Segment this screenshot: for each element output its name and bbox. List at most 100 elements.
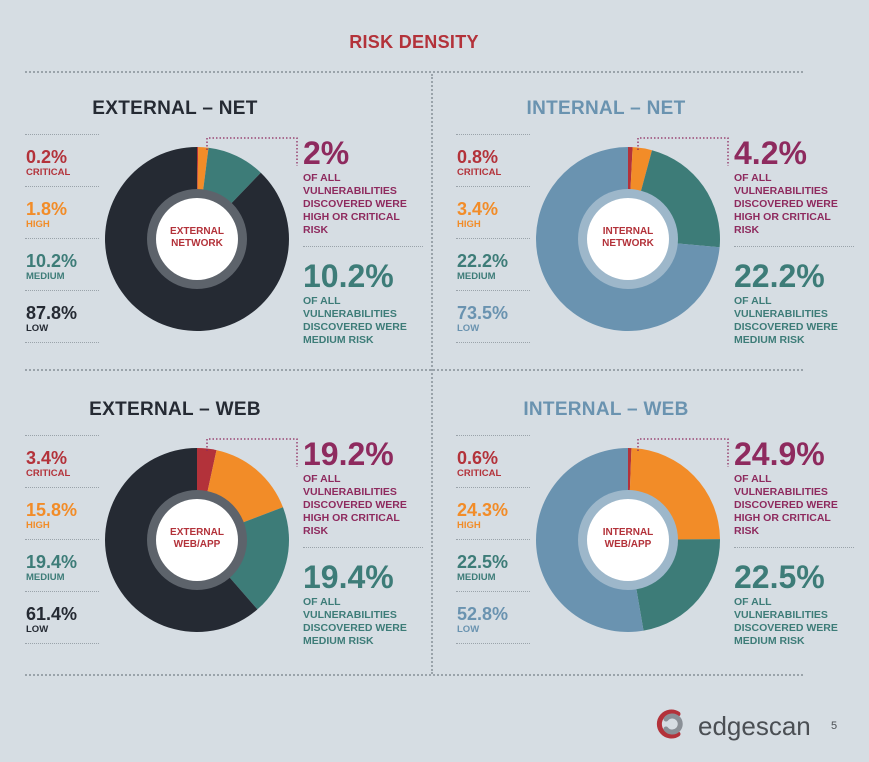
center-label-line: INTERNAL <box>602 226 654 237</box>
chart-legend: 0.6% CRITICAL 24.3% HIGH 22.5% MEDIUM 52.8% LOW <box>456 435 530 644</box>
legend-label: LOW <box>26 624 49 635</box>
high-critical-percent: 24.9% <box>734 436 825 472</box>
legend-value: 22.2% <box>457 251 509 271</box>
chart-panel: INTERNAL – WEB 0.6% CRITICAL 24.3% HIGH 22.5%… <box>456 399 861 669</box>
chart-title: INTERNAL – WEB <box>523 399 689 420</box>
high-critical-percent: 4.2% <box>734 135 807 171</box>
leader-line <box>206 137 298 166</box>
chart-title: EXTERNAL – WEB <box>89 399 261 420</box>
legend-value: 3.4% <box>457 199 499 219</box>
risk-stats: 2% OF ALL VULNERABILITIES DISCOVERED WERE… <box>303 135 423 346</box>
legend-value: 24.3% <box>457 500 509 520</box>
brand-name: edgescan <box>698 710 811 741</box>
medium-block: 22.2% OF ALL VULNERABILITIES DISCOVERED W… <box>734 246 854 347</box>
legend-value: 0.6% <box>457 448 499 468</box>
leader-line <box>637 137 729 166</box>
donut-chart <box>535 448 720 632</box>
edgescan-logo-icon <box>654 706 690 747</box>
center-label-line: EXTERNAL <box>170 527 224 538</box>
donut-chart <box>536 147 720 331</box>
legend-item: 61.4% LOW <box>25 591 99 644</box>
medium-block: 22.5% OF ALL VULNERABILITIES DISCOVERED W… <box>734 547 854 648</box>
medium-percent: 10.2% <box>303 258 394 294</box>
donut-hole <box>587 499 669 581</box>
legend-item: 19.4% MEDIUM <box>25 539 99 591</box>
chart-panel: EXTERNAL – WEB 3.4% CRITICAL 15.8% HIGH 19.4%… <box>25 399 430 669</box>
legend-value: 0.2% <box>26 147 68 167</box>
leader-line <box>206 438 298 467</box>
medium-percent: 19.4% <box>303 559 394 595</box>
legend-item: 10.2% MEDIUM <box>25 238 99 290</box>
center-label-line: EXTERNAL <box>170 226 224 237</box>
divider-middle <box>25 369 803 371</box>
medium-percent: 22.5% <box>734 559 825 595</box>
legend-label: MEDIUM <box>26 572 65 583</box>
page-number: 5 <box>831 720 838 732</box>
legend-label: CRITICAL <box>457 167 502 178</box>
donut-center-label: INTERNAL NETWORK <box>588 226 668 250</box>
legend-item: 22.5% MEDIUM <box>456 539 530 591</box>
legend-item: 0.6% CRITICAL <box>456 435 530 487</box>
legend-value: 19.4% <box>26 552 78 572</box>
legend-label: CRITICAL <box>26 167 71 178</box>
legend-item: 73.5% LOW <box>456 290 530 343</box>
legend-value: 3.4% <box>26 448 68 468</box>
leader-line-path <box>637 137 729 166</box>
legend-value: 87.8% <box>26 303 78 323</box>
brand-logo: edgescan <box>654 706 811 746</box>
high-critical-percent: 2% <box>303 135 350 171</box>
legend-item: 0.8% CRITICAL <box>456 134 530 186</box>
legend-value: 0.8% <box>457 147 499 167</box>
donut-center-label: EXTERNAL NETWORK <box>157 226 237 250</box>
donut-center-label: EXTERNAL WEB/APP <box>157 527 237 551</box>
medium-percent: 22.2% <box>734 258 825 294</box>
legend-label: HIGH <box>457 520 481 531</box>
risk-stats: 4.2% OF ALL VULNERABILITIES DISCOVERED WE… <box>734 135 854 346</box>
donut-hole <box>587 198 669 280</box>
legend-label: LOW <box>26 323 49 334</box>
page-title: RISK DENSITY <box>349 32 479 52</box>
legend-label: LOW <box>457 323 480 334</box>
donut-chart <box>104 448 289 632</box>
legend-item: 52.8% LOW <box>456 591 530 644</box>
legend-item: 87.8% LOW <box>25 290 99 343</box>
leader-line-path <box>206 137 298 166</box>
center-label-line: WEB/APP <box>604 539 652 550</box>
high-critical-percent: 19.2% <box>303 436 394 472</box>
legend-item: 3.4% CRITICAL <box>25 435 99 487</box>
legend-label: HIGH <box>26 219 50 230</box>
high-critical-description: OF ALL VULNERABILITIES DISCOVERED WERE H… <box>734 172 838 236</box>
donut-hole <box>156 198 238 280</box>
risk-stats: 19.2% OF ALL VULNERABILITIES DISCOVERED W… <box>303 436 423 647</box>
chart-title: EXTERNAL – NET <box>92 98 258 119</box>
donut-chart <box>104 147 289 331</box>
legend-label: HIGH <box>26 520 50 531</box>
divider-top <box>25 71 803 73</box>
legend-item: 0.2% CRITICAL <box>25 134 99 186</box>
legend-label: CRITICAL <box>26 468 71 479</box>
center-label-line: NETWORK <box>171 238 223 249</box>
legend-label: MEDIUM <box>457 271 496 282</box>
legend-item: 22.2% MEDIUM <box>456 238 530 290</box>
donut-center-label: INTERNAL WEB/APP <box>588 527 668 551</box>
divider-vertical <box>431 74 433 674</box>
center-label-line: WEB/APP <box>173 539 221 550</box>
leader-line <box>637 438 729 467</box>
chart-panel: EXTERNAL – NET 0.2% CRITICAL 1.8% HIGH 10.2% M… <box>25 98 430 368</box>
medium-description: OF ALL VULNERABILITIES DISCOVERED WERE M… <box>303 596 407 647</box>
legend-value: 52.8% <box>457 604 509 624</box>
chart-legend: 0.8% CRITICAL 3.4% HIGH 22.2% MEDIUM 73.5% LOW <box>456 134 530 343</box>
leader-line-path <box>206 438 298 467</box>
high-critical-description: OF ALL VULNERABILITIES DISCOVERED WERE H… <box>734 473 838 537</box>
high-critical-description: OF ALL VULNERABILITIES DISCOVERED WERE H… <box>303 473 407 537</box>
legend-value: 10.2% <box>26 251 78 271</box>
center-label-line: INTERNAL <box>602 527 654 538</box>
center-label-line: NETWORK <box>602 238 654 249</box>
risk-stats: 24.9% OF ALL VULNERABILITIES DISCOVERED W… <box>734 436 854 647</box>
divider-bottom <box>25 674 803 676</box>
chart-legend: 0.2% CRITICAL 1.8% HIGH 10.2% MEDIUM 87.8% LOW <box>25 134 99 343</box>
legend-item: 15.8% HIGH <box>25 487 99 539</box>
legend-value: 15.8% <box>26 500 78 520</box>
legend-label: MEDIUM <box>457 572 496 583</box>
medium-description: OF ALL VULNERABILITIES DISCOVERED WERE M… <box>734 295 838 346</box>
